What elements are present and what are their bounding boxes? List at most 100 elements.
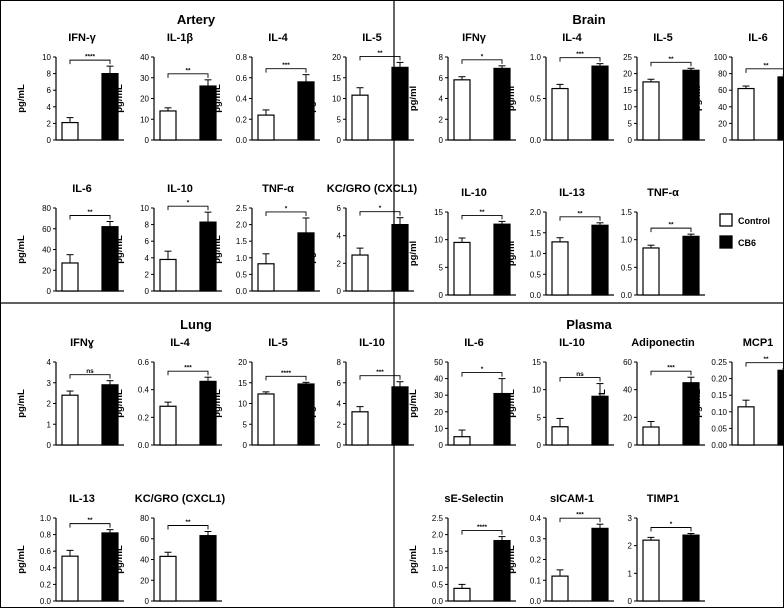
y-axis-label: pg/mL <box>114 389 125 418</box>
significance-label: **** <box>85 54 96 61</box>
significance-label: * <box>481 53 484 60</box>
y-tick-label: 0.5 <box>621 263 633 272</box>
y-tick-label: 0 <box>439 136 444 145</box>
y-tick-label: 1.5 <box>621 208 633 217</box>
y-tick-label: 0.25 <box>711 358 727 367</box>
y-tick-label: 10 <box>140 204 149 213</box>
y-tick-label: 4 <box>47 103 52 112</box>
chart-lung-20: KC/GRO (CXCL1) pg/mL 0 20 40 60 80 ** <box>114 493 226 606</box>
y-tick-label: 15 <box>532 358 541 367</box>
chart-title: IL-4 <box>268 32 288 44</box>
chart-brain-11: IL-6 pg/ml 0 20 40 60 80 100 ** <box>692 32 784 145</box>
significance-bracket <box>69 374 111 379</box>
y-tick-label: 0.8 <box>40 531 52 540</box>
significance-label: ** <box>668 222 674 229</box>
y-axis-label: pg/mL <box>212 84 223 113</box>
significance-bracket <box>69 523 111 528</box>
y-tick-label: 100 <box>714 53 728 62</box>
y-tick-label: 0 <box>628 136 633 145</box>
y-tick-label: 20 <box>434 408 443 417</box>
y-tick-label: 10 <box>42 53 51 62</box>
significance-label: *** <box>184 365 192 372</box>
chart-title: TNF-α <box>647 187 679 199</box>
y-tick-label: 2 <box>47 400 52 409</box>
y-tick-label: 3 <box>47 379 52 388</box>
significance-label: *** <box>576 51 584 58</box>
y-tick-label: 0.2 <box>138 413 150 422</box>
y-tick-label: 60 <box>140 535 149 544</box>
bar-control <box>642 247 660 296</box>
y-tick-label: 1.0 <box>530 250 542 259</box>
significance-label: * <box>481 366 484 373</box>
legend-control-label: Control <box>738 216 770 226</box>
significance-bracket <box>461 214 503 220</box>
chart-title: IL-4 <box>562 32 582 44</box>
y-tick-label: 10 <box>140 115 149 124</box>
y-tick-label: 0.0 <box>530 136 542 145</box>
significance-label: ** <box>668 56 674 63</box>
bar-control <box>453 241 471 296</box>
y-tick-label: 20 <box>238 358 247 367</box>
y-tick-label: 1.0 <box>530 53 542 62</box>
y-axis-label: pg/mL <box>114 84 125 113</box>
significance-bracket <box>69 59 111 65</box>
y-tick-label: 20 <box>332 53 341 62</box>
y-tick-label: 0 <box>439 291 444 300</box>
y-tick-label: 0.6 <box>40 547 52 556</box>
y-axis-label: pg/mL <box>408 389 419 418</box>
significance-label: ** <box>479 209 485 216</box>
bar-cb6 <box>199 535 217 602</box>
y-tick-label: 2 <box>628 542 633 551</box>
y-tick-label: 0.0 <box>40 597 52 606</box>
chart-title: IFN-γ <box>68 32 96 44</box>
y-tick-label: 0 <box>243 441 248 450</box>
y-tick-label: 0 <box>337 136 342 145</box>
y-tick-label: 60 <box>718 86 727 95</box>
chart-lung-17: IL-5 pg/mL 0 5 10 15 20 **** <box>212 337 320 450</box>
y-tick-label: 60 <box>42 225 51 234</box>
y-tick-label: 0.1 <box>530 576 542 585</box>
y-tick-label: 60 <box>623 358 632 367</box>
legend-cb6-label: CB6 <box>738 238 756 248</box>
chart-title: sE-Selectin <box>444 493 504 505</box>
bar-control <box>61 394 79 446</box>
chart-title: IL-10 <box>559 337 585 349</box>
chart-title: KC/GRO (CXCL1) <box>327 183 418 195</box>
bar-control <box>159 555 177 602</box>
significance-label: ** <box>577 210 583 217</box>
y-tick-label: 40 <box>623 386 632 395</box>
significance-bracket <box>559 57 601 62</box>
chart-title: IL-6 <box>748 32 768 44</box>
significance-bracket <box>650 370 692 376</box>
chart-plasma-26: sICAM-1 pg/mL 0.0 0.1 0.2 0.3 0.4 *** <box>506 493 614 606</box>
y-tick-label: 5 <box>243 420 248 429</box>
y-axis-label: pg/mL <box>212 235 223 264</box>
y-tick-label: 15 <box>238 379 247 388</box>
significance-label: ** <box>763 356 769 363</box>
significance-label: ** <box>763 62 769 69</box>
y-tick-label: 5 <box>439 263 444 272</box>
chart-title: IL-13 <box>559 187 585 199</box>
y-tick-label: 2 <box>439 115 444 124</box>
y-tick-label: 0 <box>439 441 444 450</box>
y-tick-label: 0.00 <box>711 441 727 450</box>
significance-bracket <box>650 527 692 532</box>
y-tick-label: 20 <box>140 576 149 585</box>
chart-title: IL-6 <box>72 183 92 195</box>
y-tick-label: 1 <box>628 569 633 578</box>
y-axis-label: pg/mL <box>16 389 27 418</box>
significance-bracket <box>745 68 784 73</box>
bar-cb6 <box>391 66 409 141</box>
y-tick-label: 10 <box>332 95 341 104</box>
significance-bracket <box>69 215 111 220</box>
y-tick-label: 20 <box>42 266 51 275</box>
y-tick-label: 0.5 <box>236 270 248 279</box>
chart-artery-0: IFN-γ pg/mL 0 2 4 6 8 10 **** <box>16 32 124 145</box>
significance-bracket <box>559 216 601 221</box>
y-tick-label: 1.5 <box>530 229 542 238</box>
y-tick-label: 2 <box>145 270 150 279</box>
significance-label: * <box>670 521 673 528</box>
significance-bracket <box>461 59 503 64</box>
chart-title: IFNɣ <box>70 337 95 349</box>
y-axis-label: pg/mL <box>506 389 517 418</box>
